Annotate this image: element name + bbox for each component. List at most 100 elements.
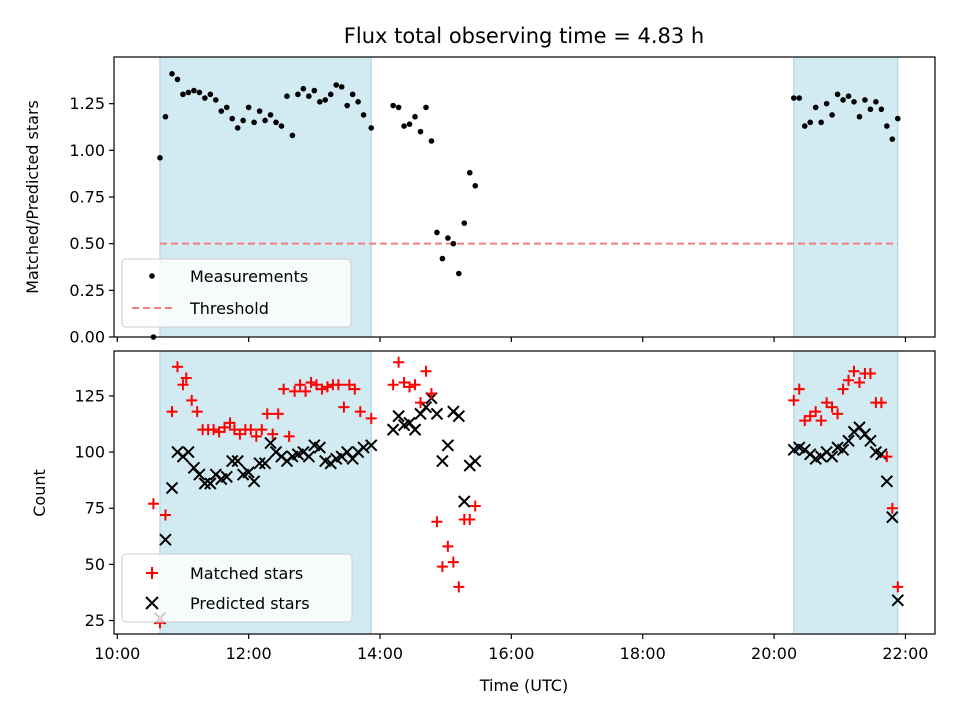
measurement-point [306, 93, 312, 99]
y-tick-label: 0.25 [69, 281, 105, 300]
y-tick-label: 50 [85, 555, 105, 574]
time-x-axis: 10:00 12:00 14:00 16:00 18:00 20:00 22:00 [94, 634, 928, 663]
matched-star-point [826, 401, 838, 413]
matched-star-point [886, 502, 898, 514]
measurement-point [234, 125, 241, 131]
measurement-point [851, 99, 857, 105]
measurement-point [894, 115, 901, 122]
count-legend: Matched stars Predicted stars [121, 553, 353, 623]
matched-star-point [283, 430, 295, 442]
measurement-point [401, 123, 407, 129]
predicted-star-point [392, 409, 405, 423]
measurement-point [818, 119, 824, 126]
measurement-point [472, 183, 479, 189]
measurement-point [461, 220, 468, 226]
legend-threshold-label: Threshold [189, 299, 269, 318]
matched-star-point [442, 540, 454, 552]
x-tick-label: 20:00 [751, 644, 797, 663]
legend-predicted-label: Predicted stars [190, 594, 310, 613]
measurement-point [873, 99, 879, 105]
predicted-star-point [886, 510, 899, 524]
predicted-star-point [842, 434, 855, 448]
matched-star-point [404, 381, 416, 393]
measurement-point [202, 95, 208, 101]
predicted-star-point [165, 481, 179, 495]
measurement-point [790, 95, 797, 101]
matched-star-point [425, 388, 437, 400]
measurement-point [213, 97, 219, 103]
matched-star-point [294, 379, 306, 391]
matched-star-point [387, 379, 399, 391]
predicted-star-point [159, 533, 172, 546]
measurement-point [417, 128, 424, 135]
matched-star-point [261, 408, 273, 420]
measurement-point [344, 102, 350, 109]
predicted-star-point [357, 441, 370, 454]
measurement-point [878, 106, 885, 113]
x-tick-label: 18:00 [620, 644, 666, 663]
measurement-point [196, 89, 203, 96]
predicted-star-point [253, 457, 266, 470]
matched-star-point [464, 513, 476, 525]
measurement-point [300, 85, 307, 92]
measurement-point [434, 229, 440, 236]
measurement-point [240, 117, 246, 124]
legend-box [121, 553, 353, 623]
measurement-point [812, 104, 819, 111]
measurement-point [466, 169, 473, 176]
x-tick-label: 22:00 [882, 644, 928, 663]
matched-star-point [469, 500, 481, 512]
measurement-point [256, 108, 263, 114]
matched-star-point [393, 356, 405, 368]
measurement-point [191, 87, 197, 94]
measurement-point [834, 91, 841, 98]
measurement-point [278, 123, 285, 129]
count-plot-frame [113, 350, 936, 635]
matched-star-point [365, 412, 377, 424]
ratio-panel: 0.00 0.25 0.50 0.75 1.00 1.25 Matched/Predict… [23, 56, 936, 347]
measurement-point [295, 91, 301, 98]
ratio-y-axis: 0.00 0.25 0.50 0.75 1.00 1.25 [69, 94, 907, 347]
matched-star-point [224, 417, 236, 429]
legend-measurements-label: Measurements [190, 267, 308, 286]
matched-star-point [436, 561, 448, 573]
measurement-point [796, 95, 803, 101]
measurement-point [355, 99, 361, 105]
matched-star-point [815, 415, 827, 427]
measurement-point [162, 113, 169, 120]
x-tick-label: 12:00 [226, 644, 272, 663]
matched-star-point [875, 397, 887, 409]
time-x-axis-label: Time (UTC) [479, 676, 568, 695]
legend-matched-label: Matched stars [190, 564, 303, 583]
measurement-point [311, 87, 318, 94]
measurement-point [884, 123, 890, 129]
figure-title: Flux total observing time = 4.83 h [344, 24, 704, 48]
matched-star-point [892, 581, 904, 593]
measurement-point [169, 71, 175, 77]
measurement-point [456, 270, 462, 277]
x-tick-label: 10:00 [94, 644, 140, 663]
ratio-y-axis-label: Matched/Predicted stars [23, 100, 42, 294]
matched-star-point [186, 394, 198, 406]
y-tick-label: 0.75 [69, 188, 105, 207]
predicted-star-point [469, 454, 482, 468]
matched-star-point [338, 401, 350, 413]
count-y-axis: 25 50 75 100 125 [74, 386, 114, 630]
measurement-point [368, 125, 375, 131]
predicted-star-point [220, 470, 233, 483]
predicted-star-point [864, 434, 877, 448]
predicted-star-point [441, 439, 455, 452]
observing-window [793, 57, 898, 337]
predicted-star-point [452, 409, 466, 423]
y-tick-label: 1.00 [69, 141, 105, 160]
matched-star-point [881, 451, 893, 463]
measurement-point [284, 93, 290, 99]
legend-predicted-marker [145, 596, 159, 610]
matched-star-point [191, 406, 203, 418]
predicted-star-point [891, 594, 904, 607]
matched-star-point [316, 383, 328, 395]
measurement-point [406, 121, 413, 127]
y-tick-label: 0.50 [69, 234, 105, 253]
measurement-point [450, 240, 457, 247]
